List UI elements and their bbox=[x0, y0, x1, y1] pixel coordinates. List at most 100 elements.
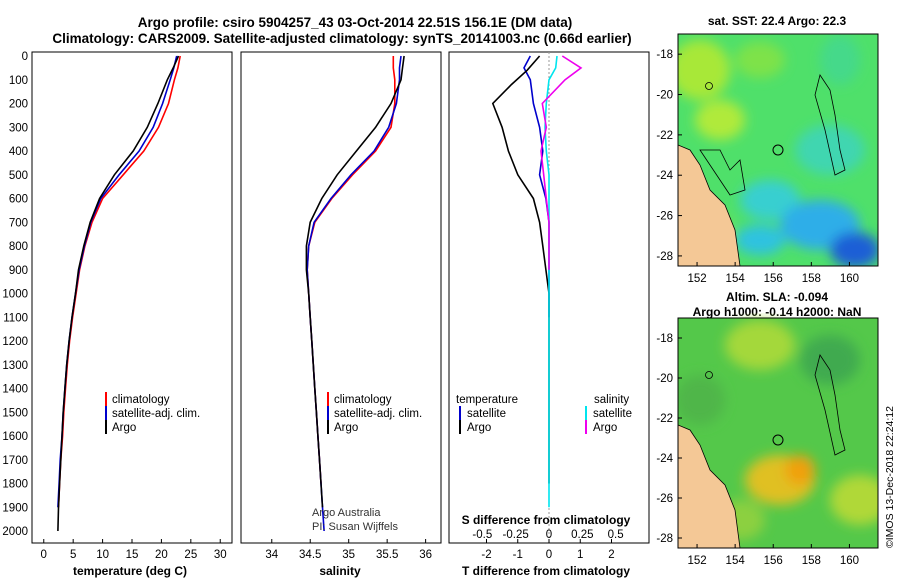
top-tick-label: 0.25 bbox=[571, 529, 593, 541]
x-tick-label: -1 bbox=[513, 549, 523, 561]
x-tick-label: 10 bbox=[96, 549, 109, 561]
depth-tick-label: 800 bbox=[9, 241, 28, 253]
x-tick-label: 0 bbox=[41, 549, 47, 561]
series-line-salinity-argo bbox=[540, 55, 583, 270]
legend-title-temperature: temperature bbox=[456, 394, 518, 406]
x-tick-label: 34.5 bbox=[299, 549, 321, 561]
top-tick-label: -0.5 bbox=[472, 529, 492, 541]
legend-swatch-climatology bbox=[105, 392, 107, 406]
series-line-satellite-adj-clim- bbox=[57, 55, 178, 508]
legend-label-argo: Argo bbox=[334, 422, 358, 434]
depth-tick-label: 2000 bbox=[2, 526, 28, 538]
difference-xlabel: T difference from climatology bbox=[462, 564, 630, 578]
legend-label-climatology: climatology bbox=[112, 394, 170, 406]
temperature-x-ticks: 0 5 10 15 20 25 30 bbox=[41, 539, 227, 561]
profile-location-marker bbox=[772, 144, 784, 156]
map-y-tick-label: -20 bbox=[656, 373, 673, 385]
legend-label-sal-argo: Argo bbox=[593, 422, 617, 434]
depth-tick-label: 500 bbox=[9, 170, 28, 182]
map-y-tick-label: -28 bbox=[656, 533, 673, 545]
legend-swatch-satellite bbox=[105, 406, 107, 420]
map-y-tick-label: -28 bbox=[656, 251, 673, 263]
sla-field bbox=[678, 318, 878, 548]
series-line-argo bbox=[305, 55, 405, 508]
map-y-tick-label: -24 bbox=[656, 170, 673, 182]
x-tick-label: 34 bbox=[265, 549, 278, 561]
map-x-tick-label: 160 bbox=[840, 273, 859, 285]
land-shape bbox=[678, 144, 741, 266]
x-tick-label: 35.5 bbox=[376, 549, 398, 561]
depth-tick-label: 400 bbox=[9, 146, 28, 158]
map-x-tick-label: 152 bbox=[687, 273, 706, 285]
map-y-tick-label: -18 bbox=[656, 333, 673, 345]
x-tick-label: 25 bbox=[184, 549, 197, 561]
salinity-x-ticks: 34 34.5 35 35.5 36 bbox=[265, 539, 432, 561]
depth-tick-label: 1600 bbox=[2, 431, 28, 443]
legend-title-salinity: salinity bbox=[594, 394, 629, 406]
x-tick-label: 36 bbox=[419, 549, 432, 561]
difference-legend: temperature satellite Argo salinity sate… bbox=[456, 394, 632, 434]
figure-title-line1: Argo profile: csiro 5904257_43 03-Oct-20… bbox=[138, 15, 572, 30]
annotation-line2: PI: Susan Wijffels bbox=[312, 521, 398, 533]
depth-tick-label: 1900 bbox=[2, 502, 28, 514]
legend-label-argo: Argo bbox=[112, 422, 136, 434]
sla-map-title: Altim. SLA: -0.094 bbox=[726, 290, 828, 304]
depth-tick-label: 1400 bbox=[2, 384, 28, 396]
sla-map: Altim. SLA: -0.094 Argo h1000: -0.14 h20… bbox=[656, 290, 879, 567]
map-y-tick-label: -18 bbox=[656, 49, 673, 61]
sla-map-ticks: 152 154 156 158 160 -18 -20 -22 -24 -26 -28 bbox=[656, 333, 859, 567]
temperature-xlabel: temperature (deg C) bbox=[73, 564, 187, 578]
legend-label-temp-satellite: satellite bbox=[467, 408, 506, 420]
x-tick-label: 15 bbox=[126, 549, 139, 561]
credit-text: ©IMOS 13-Dec-2018 22:24:12 bbox=[884, 406, 896, 548]
map-x-tick-label: 158 bbox=[802, 273, 821, 285]
series-line-argo bbox=[57, 55, 180, 532]
depth-tick-label: 1100 bbox=[3, 312, 28, 324]
difference-x-ticks: -2 -1 0 1 2 bbox=[481, 539, 615, 561]
salinity-panel: 34 34.5 35 35.5 36 salinity climatology sate… bbox=[240, 51, 442, 578]
map-x-tick-label: 152 bbox=[687, 555, 706, 567]
shelf-contour bbox=[699, 149, 746, 196]
series-line-satellite-adj-clim- bbox=[306, 55, 402, 532]
depth-tick-label: 1200 bbox=[2, 336, 28, 348]
map-y-tick-label: -22 bbox=[656, 130, 673, 142]
sla-map-subtitle: Argo h1000: -0.14 h2000: NaN bbox=[693, 305, 862, 319]
depth-tick-label: 0 bbox=[22, 51, 28, 63]
depth-tick-label: 1800 bbox=[2, 479, 28, 491]
legend-swatch-climatology bbox=[327, 392, 329, 406]
depth-tick-label: 1700 bbox=[2, 455, 28, 467]
map-y-tick-label: -20 bbox=[656, 90, 673, 102]
legend-label-satellite: satellite-adj. clim. bbox=[112, 408, 200, 420]
x-tick-label: 20 bbox=[155, 549, 168, 561]
depth-tick-label: 200 bbox=[9, 99, 28, 111]
x-tick-label: 5 bbox=[70, 549, 76, 561]
top-tick-label: -0.25 bbox=[503, 529, 529, 541]
reef-contour bbox=[814, 74, 846, 176]
salinity-panel-frame bbox=[240, 51, 442, 544]
depth-tick-label: 700 bbox=[9, 217, 28, 229]
temperature-lines bbox=[57, 55, 181, 532]
annotation-line1: Argo Australia bbox=[312, 507, 381, 519]
difference-top-label: S difference from climatology bbox=[462, 513, 631, 527]
difference-lines bbox=[491, 55, 583, 508]
x-tick-label: -2 bbox=[481, 549, 491, 561]
temperature-panel: 0100200300400500600700800900100011001200… bbox=[2, 51, 233, 578]
map-y-tick-label: -24 bbox=[656, 453, 673, 465]
sst-map-title: sat. SST: 22.4 Argo: 22.3 bbox=[708, 14, 847, 28]
sst-field bbox=[678, 34, 878, 266]
map-y-tick-label: -26 bbox=[656, 493, 673, 505]
difference-top-ticks: -0.5 -0.25 0 0.25 0.5 bbox=[472, 529, 623, 541]
legend-swatch-sal-satellite bbox=[585, 406, 587, 420]
sst-map: sat. SST: 22.4 Argo: 22.3 bbox=[656, 14, 879, 285]
x-tick-label: 0 bbox=[546, 549, 552, 561]
legend-swatch-temp-argo bbox=[459, 420, 461, 434]
depth-tick-label: 900 bbox=[9, 265, 28, 277]
depth-tick-label: 300 bbox=[9, 122, 28, 134]
map-y-tick-label: -22 bbox=[656, 413, 673, 425]
map-y-tick-label: -26 bbox=[656, 211, 673, 223]
map-x-tick-label: 156 bbox=[764, 273, 783, 285]
legend-label-sal-satellite: satellite bbox=[593, 408, 632, 420]
salinity-lines bbox=[305, 55, 405, 532]
top-tick-label: 0.5 bbox=[608, 529, 624, 541]
legend-label-satellite: satellite-adj. clim. bbox=[334, 408, 422, 420]
